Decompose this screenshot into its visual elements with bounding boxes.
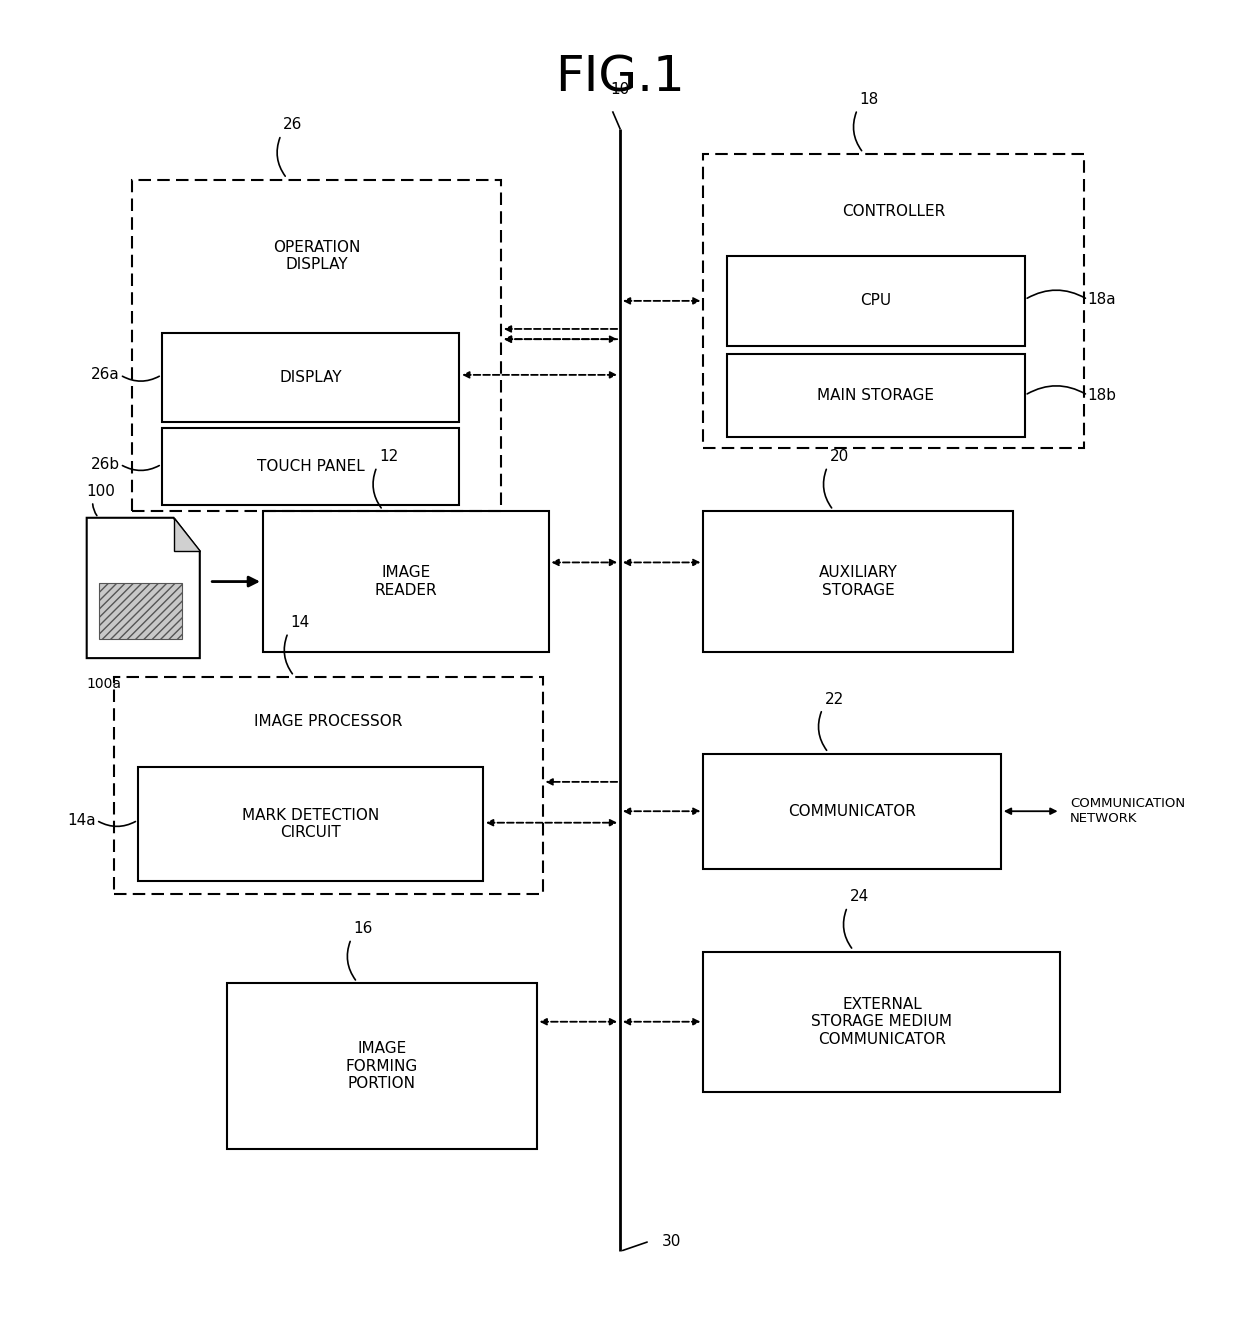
Text: 18b: 18b <box>1087 388 1116 403</box>
Bar <box>99 583 182 639</box>
Polygon shape <box>174 518 200 552</box>
Text: COMMUNICATION
NETWORK: COMMUNICATION NETWORK <box>1070 797 1185 825</box>
Text: AUXILIARY
STORAGE: AUXILIARY STORAGE <box>818 565 898 598</box>
Bar <box>263 512 548 651</box>
Text: 22: 22 <box>825 691 844 707</box>
Text: IMAGE
FORMING
PORTION: IMAGE FORMING PORTION <box>346 1042 418 1091</box>
Text: 30: 30 <box>662 1233 681 1249</box>
Bar <box>114 678 543 894</box>
Text: 12: 12 <box>379 449 398 464</box>
Bar <box>131 179 501 512</box>
Text: 26b: 26b <box>92 457 120 472</box>
Text: IMAGE
READER: IMAGE READER <box>374 565 436 598</box>
Text: TOUCH PANEL: TOUCH PANEL <box>257 460 365 474</box>
Text: CONTROLLER: CONTROLLER <box>842 205 945 219</box>
Text: CPU: CPU <box>861 294 892 308</box>
Text: OPERATION
DISPLAY: OPERATION DISPLAY <box>273 241 360 272</box>
Bar <box>703 754 1001 869</box>
Bar <box>703 952 1060 1092</box>
Text: EXTERNAL
STORAGE MEDIUM
COMMUNICATOR: EXTERNAL STORAGE MEDIUM COMMUNICATOR <box>811 997 952 1047</box>
Text: 18a: 18a <box>1087 292 1116 307</box>
Text: 18: 18 <box>859 92 879 106</box>
Text: 14: 14 <box>290 615 310 630</box>
Text: 20: 20 <box>830 449 849 464</box>
Text: MARK DETECTION
CIRCUIT: MARK DETECTION CIRCUIT <box>242 808 379 840</box>
Text: 14a: 14a <box>68 812 97 828</box>
Bar <box>161 428 459 505</box>
Bar <box>227 983 537 1150</box>
Text: IMAGE PROCESSOR: IMAGE PROCESSOR <box>254 715 403 730</box>
Bar <box>727 256 1024 346</box>
Text: MAIN STORAGE: MAIN STORAGE <box>817 388 935 404</box>
Text: 100a: 100a <box>87 678 122 691</box>
Text: 24: 24 <box>849 889 869 904</box>
Text: DISPLAY: DISPLAY <box>279 369 342 385</box>
Text: 26a: 26a <box>92 367 120 383</box>
Text: FIG.1: FIG.1 <box>556 53 684 101</box>
Bar <box>161 332 459 423</box>
Bar <box>727 355 1024 437</box>
Bar <box>703 512 1013 651</box>
Polygon shape <box>87 518 200 658</box>
Text: 100: 100 <box>87 484 115 498</box>
Text: COMMUNICATOR: COMMUNICATOR <box>789 804 916 819</box>
Bar <box>138 767 484 881</box>
Bar <box>703 154 1084 448</box>
Text: 16: 16 <box>353 921 373 936</box>
Text: 10: 10 <box>610 82 630 97</box>
Text: 26: 26 <box>283 117 303 133</box>
